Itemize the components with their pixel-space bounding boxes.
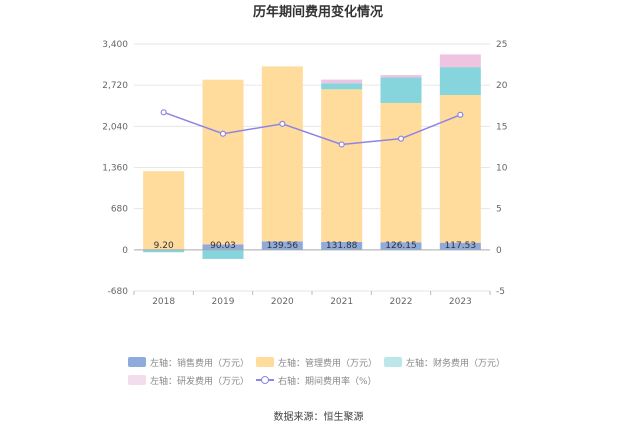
rate-point-2022 <box>397 135 405 142</box>
grid <box>134 43 490 292</box>
bar-rd-2022 <box>380 75 422 78</box>
rate-point-2023 <box>457 111 464 118</box>
bar-admin-2019 <box>202 79 244 245</box>
data-label-sales-2021: 131.88 <box>326 241 358 251</box>
y-left-tick-label: 2,040 <box>102 122 128 132</box>
legend-swatch-rd <box>128 375 146 385</box>
bar-rd-2021 <box>321 79 363 84</box>
legend-item-finance[interactable]: 左轴：财务费用（万元） <box>384 356 512 369</box>
bar-sales-2023 <box>439 242 481 250</box>
data-source: 数据来源：恒生聚源 <box>273 412 364 423</box>
bars <box>143 54 481 259</box>
legend-label-rd: 左轴：研发费用（万元） <box>150 376 250 387</box>
y-right-tick-label: 10 <box>496 164 508 174</box>
y-left-tick-label: 1,360 <box>102 164 128 174</box>
bar-sales-2022 <box>380 242 422 250</box>
y-right-tick-label: 15 <box>496 122 507 132</box>
chart-title: 历年期间费用变化情况 <box>253 4 383 20</box>
rate-line <box>160 109 464 148</box>
legend: 左轴：销售费用（万元） 左轴：管理费用（万元） 左轴：财务费用（万元） 左轴：研… <box>128 353 528 389</box>
data-label-sales-2018: 9.20 <box>154 241 174 251</box>
bar-sales-2020 <box>261 241 303 250</box>
bar-sales-2021 <box>321 241 363 250</box>
y-left-tick-label: 2,720 <box>102 81 128 91</box>
rate-point-2020 <box>279 120 286 127</box>
y-right-tick-label: 5 <box>496 205 502 215</box>
y-left-tick-label: -680 <box>108 287 129 297</box>
legend-label-sales: 左轴：销售费用（万元） <box>150 358 250 369</box>
x-tick-label: 2020 <box>271 297 294 307</box>
bar-admin-2021 <box>321 89 363 242</box>
rate-line-path <box>163 111 461 146</box>
data-label-sales-2022: 126.15 <box>385 241 417 251</box>
legend-label-finance: 左轴：财务费用（万元） <box>406 358 506 369</box>
y-right-tick-label: 25 <box>496 40 507 50</box>
x-tick-label: 2019 <box>212 297 235 307</box>
bar-finance-2021 <box>321 83 363 90</box>
legend-label-rate: 右轴：期间费用率（%） <box>278 376 377 387</box>
y-left-tick-label: 0 <box>122 246 128 256</box>
data-label-sales-2019: 90.03 <box>210 241 236 251</box>
bar-sales-2019 <box>202 244 244 250</box>
bar-rd-2023 <box>439 54 481 68</box>
axes: -680 0 680 1,360 2,040 2,720 3,400 -5 0 5 10 15 20 25… <box>102 40 507 307</box>
x-tick-label: 2018 <box>152 297 175 307</box>
bar-finance-2018 <box>143 249 185 253</box>
legend-swatch-finance <box>384 357 402 367</box>
rate-point-2019 <box>219 130 227 137</box>
y-right-tick-label: 20 <box>496 81 508 91</box>
legend-swatch-sales <box>128 357 146 367</box>
y-left-tick-label: 3,400 <box>102 40 128 50</box>
data-label-sales-2020: 139.56 <box>267 241 299 251</box>
x-tick-label: 2022 <box>390 297 413 307</box>
bar-finance-2023 <box>439 67 481 96</box>
bar-finance-2019 <box>202 249 244 259</box>
legend-label-admin: 左轴：管理费用（万元） <box>278 358 378 369</box>
legend-swatch-admin <box>256 357 274 367</box>
legend-item-rd[interactable]: 左轴：研发费用（万元） <box>128 374 256 387</box>
data-label-sales-2023: 117.53 <box>445 241 477 251</box>
legend-item-sales[interactable]: 左轴：销售费用（万元） <box>128 356 256 369</box>
y-right-tick-label: 0 <box>496 246 502 256</box>
bar-admin-2020 <box>261 66 303 242</box>
bar-admin-2022 <box>380 102 422 243</box>
x-tick-label: 2021 <box>330 297 353 307</box>
legend-item-rate[interactable]: 右轴：期间费用率（%） <box>256 374 384 387</box>
y-right-tick-label: -5 <box>496 287 505 297</box>
bar-admin-2018 <box>143 171 185 250</box>
legend-item-admin[interactable]: 左轴：管理费用（万元） <box>256 356 384 369</box>
legend-swatch-rate <box>256 375 274 385</box>
x-tick-label: 2023 <box>449 297 472 307</box>
rate-point-2021 <box>338 141 345 148</box>
rate-point-2018 <box>160 109 167 116</box>
data-labels: 9.20 90.03 139.56 131.88 126.15 117.53 <box>154 241 476 251</box>
bar-finance-2022 <box>380 77 422 103</box>
y-left-tick-label: 680 <box>111 205 128 215</box>
